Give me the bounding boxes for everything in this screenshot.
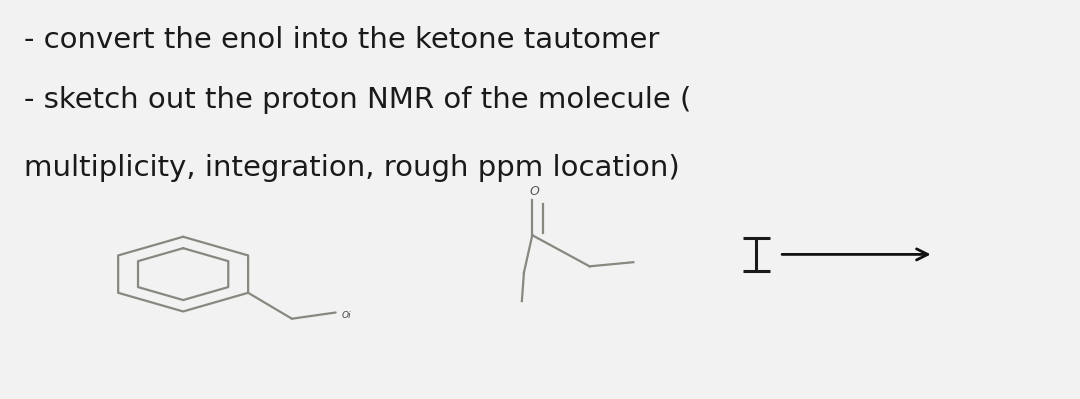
Text: - sketch out the proton NMR of the molecule (: - sketch out the proton NMR of the molec… (24, 86, 691, 114)
Text: Oi: Oi (342, 310, 352, 320)
Text: multiplicity, integration, rough ppm location): multiplicity, integration, rough ppm loc… (24, 154, 679, 182)
Text: - convert the enol into the ketone tautomer: - convert the enol into the ketone tauto… (24, 26, 659, 54)
Text: O: O (529, 185, 539, 198)
